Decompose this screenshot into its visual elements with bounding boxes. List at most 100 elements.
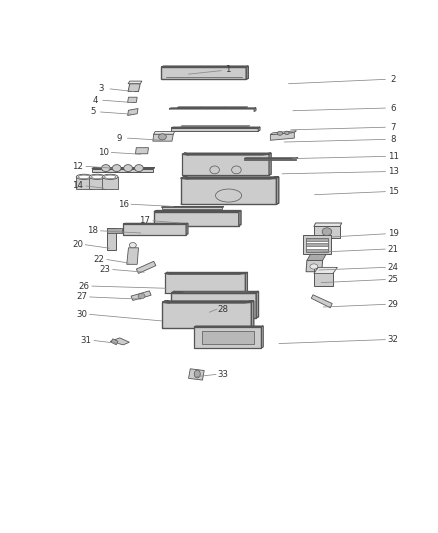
Polygon shape <box>171 293 256 318</box>
Polygon shape <box>182 174 271 175</box>
Polygon shape <box>181 178 276 179</box>
Polygon shape <box>270 133 294 140</box>
Polygon shape <box>177 107 248 108</box>
Polygon shape <box>165 272 173 274</box>
Text: 32: 32 <box>388 335 399 344</box>
Polygon shape <box>261 326 263 348</box>
Text: 8: 8 <box>390 135 396 144</box>
Polygon shape <box>244 158 297 160</box>
Text: 19: 19 <box>388 229 399 238</box>
Polygon shape <box>92 168 153 172</box>
Polygon shape <box>161 67 246 79</box>
Text: 4: 4 <box>92 96 98 105</box>
Ellipse shape <box>92 175 103 179</box>
Polygon shape <box>128 84 140 92</box>
Polygon shape <box>162 207 223 209</box>
Text: 10: 10 <box>98 148 109 157</box>
Polygon shape <box>183 177 279 178</box>
Polygon shape <box>161 66 248 67</box>
Polygon shape <box>154 132 175 134</box>
Polygon shape <box>306 238 328 252</box>
Polygon shape <box>162 301 171 303</box>
Text: 21: 21 <box>388 245 399 254</box>
Text: 27: 27 <box>76 293 88 302</box>
Text: 6: 6 <box>390 103 396 112</box>
Polygon shape <box>162 327 254 328</box>
Polygon shape <box>188 369 204 380</box>
Text: 24: 24 <box>388 263 399 272</box>
Ellipse shape <box>134 165 143 172</box>
Polygon shape <box>245 272 247 294</box>
Text: 12: 12 <box>72 162 83 171</box>
Polygon shape <box>186 223 188 235</box>
Polygon shape <box>246 66 248 79</box>
Ellipse shape <box>215 189 242 202</box>
Ellipse shape <box>138 294 145 298</box>
Polygon shape <box>107 228 122 232</box>
Polygon shape <box>165 273 245 274</box>
Text: 14: 14 <box>72 181 83 190</box>
Text: 18: 18 <box>87 227 98 235</box>
Polygon shape <box>162 302 251 303</box>
Polygon shape <box>171 292 180 294</box>
Text: 29: 29 <box>388 300 399 309</box>
Text: 5: 5 <box>90 108 95 117</box>
Polygon shape <box>251 301 254 328</box>
Polygon shape <box>314 223 342 227</box>
Polygon shape <box>171 317 258 318</box>
Text: 31: 31 <box>81 336 92 345</box>
Polygon shape <box>258 127 260 131</box>
Polygon shape <box>181 177 190 179</box>
Text: 11: 11 <box>388 152 399 161</box>
Ellipse shape <box>232 166 241 174</box>
Ellipse shape <box>105 175 116 179</box>
Text: 1: 1 <box>225 65 230 74</box>
Ellipse shape <box>124 165 132 172</box>
Ellipse shape <box>113 165 121 172</box>
Polygon shape <box>127 248 138 264</box>
Polygon shape <box>171 128 258 131</box>
Polygon shape <box>165 301 254 302</box>
Polygon shape <box>254 108 256 111</box>
Text: 22: 22 <box>94 255 105 264</box>
Polygon shape <box>311 295 332 308</box>
Polygon shape <box>135 148 148 154</box>
Polygon shape <box>181 178 276 204</box>
Polygon shape <box>306 246 328 249</box>
Polygon shape <box>314 268 333 286</box>
Polygon shape <box>162 302 251 328</box>
Ellipse shape <box>129 243 136 248</box>
Polygon shape <box>239 211 241 225</box>
Polygon shape <box>102 177 118 189</box>
Polygon shape <box>111 339 118 345</box>
Polygon shape <box>303 235 331 254</box>
Text: 2: 2 <box>390 75 396 84</box>
Ellipse shape <box>322 228 332 236</box>
Polygon shape <box>123 223 188 224</box>
Polygon shape <box>181 203 279 204</box>
Polygon shape <box>153 134 173 141</box>
Ellipse shape <box>277 131 283 135</box>
Polygon shape <box>131 291 151 301</box>
Polygon shape <box>306 261 322 272</box>
Polygon shape <box>165 293 247 294</box>
Polygon shape <box>184 153 271 154</box>
Text: 28: 28 <box>218 305 229 313</box>
Ellipse shape <box>194 370 200 378</box>
Polygon shape <box>202 332 254 344</box>
Polygon shape <box>127 109 138 116</box>
Polygon shape <box>182 153 190 155</box>
Polygon shape <box>136 261 156 273</box>
Ellipse shape <box>285 131 289 135</box>
Polygon shape <box>194 327 261 348</box>
Ellipse shape <box>159 134 166 140</box>
Text: 23: 23 <box>99 265 110 274</box>
Text: 9: 9 <box>116 134 122 143</box>
Polygon shape <box>171 127 260 128</box>
Polygon shape <box>180 292 252 293</box>
Text: 33: 33 <box>218 370 229 379</box>
Polygon shape <box>269 153 271 175</box>
Text: 3: 3 <box>99 84 104 93</box>
Text: 20: 20 <box>72 240 83 249</box>
Polygon shape <box>167 272 247 273</box>
